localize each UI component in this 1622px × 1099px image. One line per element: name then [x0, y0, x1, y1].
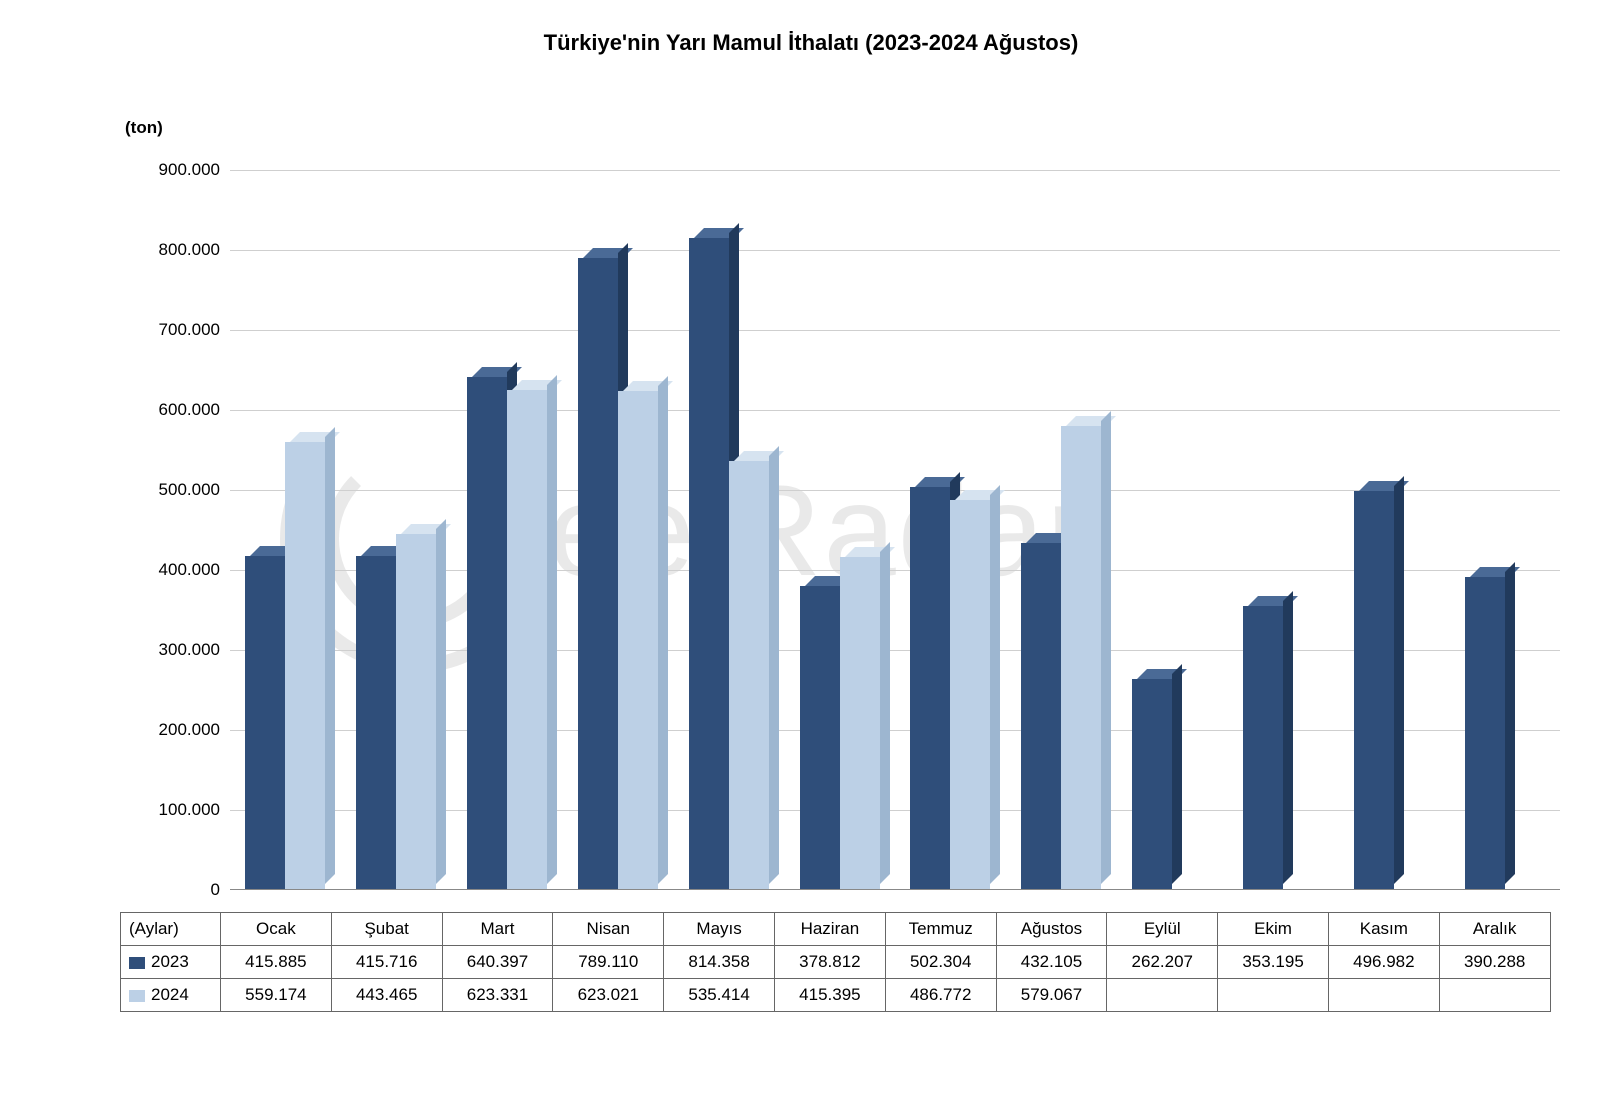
- data-cell: 579.067: [996, 979, 1107, 1012]
- data-cell: 415.885: [221, 946, 332, 979]
- bar-2023-ocak: [245, 556, 285, 889]
- bar-2023-aralık: [1465, 577, 1505, 889]
- bar-2024-haziran: [840, 557, 880, 889]
- data-cell: 390.288: [1439, 946, 1550, 979]
- y-tick-label: 500.000: [120, 480, 220, 500]
- y-unit-label: (ton): [125, 118, 163, 138]
- gridline: [230, 170, 1560, 171]
- data-cell: 378.812: [774, 946, 885, 979]
- data-cell: 789.110: [553, 946, 664, 979]
- table-header-row: (Aylar)OcakŞubatMartNisanMayısHaziranTem…: [121, 913, 1551, 946]
- month-header-cell: Mayıs: [664, 913, 775, 946]
- data-cell: 486.772: [885, 979, 996, 1012]
- month-header-cell: Temmuz: [885, 913, 996, 946]
- bar-2024-nisan: [618, 391, 658, 889]
- bar-2023-kasım: [1354, 491, 1394, 889]
- data-cell: [1218, 979, 1329, 1012]
- data-cell: 623.331: [442, 979, 553, 1012]
- data-cell: 814.358: [664, 946, 775, 979]
- gridline: [230, 250, 1560, 251]
- data-cell: [1107, 979, 1218, 1012]
- bar-2024-ocak: [285, 442, 325, 889]
- bar-2024-mayıs: [729, 461, 769, 889]
- bar-2023-haziran: [800, 586, 840, 889]
- bar-2023-şubat: [356, 556, 396, 889]
- data-cell: 432.105: [996, 946, 1107, 979]
- gridline: [230, 330, 1560, 331]
- data-cell: 535.414: [664, 979, 775, 1012]
- series-label-cell: 2023: [121, 946, 221, 979]
- month-header-cell: Haziran: [774, 913, 885, 946]
- month-header-cell: Ekim: [1218, 913, 1329, 946]
- bar-2023-mayıs: [689, 238, 729, 889]
- legend-swatch-icon: [129, 957, 145, 969]
- month-header-cell: Şubat: [331, 913, 442, 946]
- series-name: 2024: [151, 985, 189, 1004]
- bar-2023-eylül: [1132, 679, 1172, 889]
- y-tick-label: 700.000: [120, 320, 220, 340]
- month-header-cell: Eylül: [1107, 913, 1218, 946]
- data-cell: 443.465: [331, 979, 442, 1012]
- bar-2024-mart: [507, 390, 547, 889]
- data-cell: [1439, 979, 1550, 1012]
- chart-container: Türkiye'nin Yarı Mamul İthalatı (2023-20…: [0, 0, 1622, 1099]
- data-cell: 640.397: [442, 946, 553, 979]
- bar-2023-nisan: [578, 258, 618, 889]
- data-cell: 262.207: [1107, 946, 1218, 979]
- y-tick-label: 900.000: [120, 160, 220, 180]
- table-row: 2024559.174443.465623.331623.021535.4144…: [121, 979, 1551, 1012]
- chart-title: Türkiye'nin Yarı Mamul İthalatı (2023-20…: [0, 30, 1622, 56]
- x-header-cell: (Aylar): [121, 913, 221, 946]
- y-tick-label: 0: [120, 880, 220, 900]
- y-tick-label: 600.000: [120, 400, 220, 420]
- series-name: 2023: [151, 952, 189, 971]
- month-header-cell: Ocak: [221, 913, 332, 946]
- plot-area: 0100.000200.000300.000400.000500.000600.…: [230, 170, 1560, 890]
- y-tick-label: 100.000: [120, 800, 220, 820]
- data-cell: 502.304: [885, 946, 996, 979]
- month-header-cell: Nisan: [553, 913, 664, 946]
- data-cell: 353.195: [1218, 946, 1329, 979]
- bar-2024-ağustos: [1061, 426, 1101, 889]
- month-header-cell: Kasım: [1328, 913, 1439, 946]
- y-tick-label: 200.000: [120, 720, 220, 740]
- data-cell: [1328, 979, 1439, 1012]
- bar-2024-temmuz: [950, 500, 990, 889]
- month-header-cell: Aralık: [1439, 913, 1550, 946]
- legend-swatch-icon: [129, 990, 145, 1002]
- month-header-cell: Mart: [442, 913, 553, 946]
- data-table: (Aylar)OcakŞubatMartNisanMayısHaziranTem…: [120, 912, 1551, 1012]
- month-header-cell: Ağustos: [996, 913, 1107, 946]
- bar-2023-mart: [467, 377, 507, 889]
- gridline: [230, 410, 1560, 411]
- y-tick-label: 400.000: [120, 560, 220, 580]
- data-cell: 496.982: [1328, 946, 1439, 979]
- data-cell: 415.395: [774, 979, 885, 1012]
- data-cell: 559.174: [221, 979, 332, 1012]
- y-tick-label: 800.000: [120, 240, 220, 260]
- table-row: 2023415.885415.716640.397789.110814.3583…: [121, 946, 1551, 979]
- bar-2024-şubat: [396, 534, 436, 889]
- y-tick-label: 300.000: [120, 640, 220, 660]
- bar-2023-ağustos: [1021, 543, 1061, 889]
- bar-2023-temmuz: [910, 487, 950, 889]
- data-cell: 415.716: [331, 946, 442, 979]
- data-cell: 623.021: [553, 979, 664, 1012]
- bar-2023-ekim: [1243, 606, 1283, 889]
- series-label-cell: 2024: [121, 979, 221, 1012]
